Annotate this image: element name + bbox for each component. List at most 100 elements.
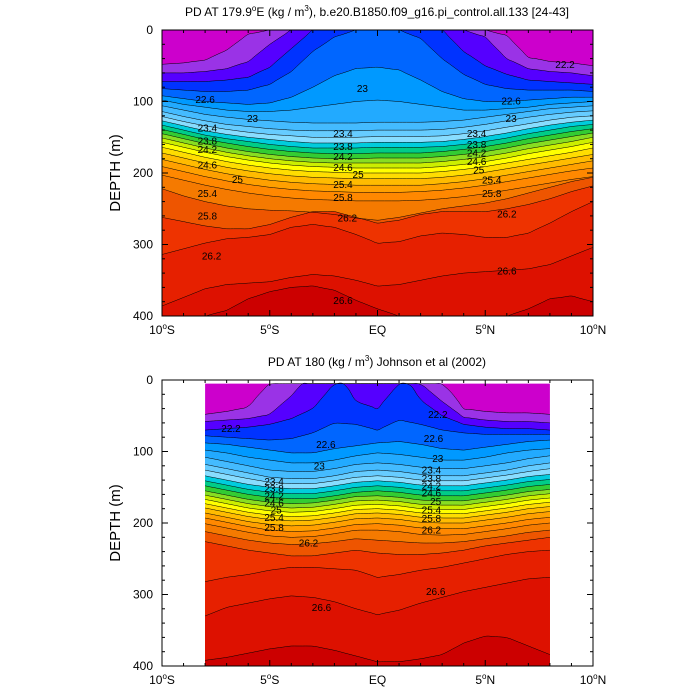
isopycnal-line-25.6 [162,166,593,193]
contour-label: 25.8 [422,514,442,525]
contour-label: 26.2 [497,209,517,220]
panel-top-plot-area [162,30,593,316]
isopycnal-line-26.2 [205,537,550,557]
isopycnal-line-26.2 [162,185,593,230]
contour-label: 23 [247,114,259,125]
y-tick-label: 300 [133,238,153,252]
contour-label: 24.6 [422,489,442,500]
isopycnal-line-24.6 [162,137,593,164]
y-tick-label: 400 [133,309,153,323]
contour-label: 22.2 [221,424,241,435]
contour-label: 23.8 [198,136,218,147]
isopycnal-line-25.4 [205,511,550,527]
isopycnal-line-23.2 [162,105,593,124]
contour-label: 25.8 [333,193,353,204]
isopycnal-line-24.8 [205,497,550,513]
contour-label: 25 [271,506,283,517]
contour-label: 25 [353,170,365,181]
panel-top-title: PD AT 179.9oE (kg / m3), b.e20.B1850.f09… [185,4,569,19]
contour-label: 23 [357,84,369,95]
isopycnal-line-26.8 [162,285,593,316]
panel-top-y-axis-label: DEPTH (m) [107,134,124,212]
panel-bottom-contour-labels: 22.222.622.222.6232323.423.824.224.62525… [221,410,448,614]
contour-label: 22.2 [555,60,575,71]
isopycnal-line-25.8 [205,522,550,538]
contour-label: 25.8 [482,189,502,200]
x-tick-label: 10oN [580,322,606,337]
isopycnal-line-23.4 [205,462,550,479]
contour-label: 22.6 [195,95,215,106]
panel-bottom-title: PD AT 180 (kg / m3) Johnson et al (2002) [268,354,486,369]
isopycnal-line-22 [162,30,593,67]
contour-label: 23.4 [333,129,353,140]
y-tick-label: 0 [146,373,153,387]
y-tick-label: 400 [133,659,153,673]
contour-label: 26.6 [312,603,332,614]
x-tick-label: 10oS [149,672,175,687]
contour-label: 23.4 [264,477,284,488]
isopycnal-line-22.6 [205,420,550,441]
isopycnal-line-25.4 [162,159,593,186]
isopycnal-line-24.4 [162,132,593,159]
x-tick-label: 10oN [580,672,606,687]
panel-bottom-axes: 10oS 5oS EQ 5oN 10oN 0 100 200 300 400 [133,373,606,687]
contour-label: 24.2 [198,145,218,156]
contour-label: 26.2 [299,539,319,550]
x-tick-label: EQ [369,673,386,687]
contour-label: 23.8 [333,142,353,153]
isopycnal-line-24.4 [205,489,550,504]
isopycnal-line-24.2 [205,484,550,499]
x-tick-label: 5oS [260,322,279,337]
contour-label: 23.4 [198,124,218,135]
isopycnal-line-22.2 [162,30,593,77]
contour-label: 24.6 [264,499,284,510]
isopycnal-line-23.6 [162,115,593,138]
isopycnal-line-24 [205,479,550,494]
x-tick-label: EQ [369,323,386,337]
y-tick-label: 300 [133,588,153,602]
contour-label: 23.8 [467,140,487,151]
contour-label: 23.8 [422,474,442,485]
y-tick-label: 200 [133,166,153,180]
contour-label: 24.6 [198,161,218,172]
contour-label: 23.4 [422,466,442,477]
isopycnal-line-23 [205,448,550,464]
contour-label: 24.2 [264,491,284,502]
panel-top-contour-lines [162,30,593,316]
y-tick-label: 100 [133,445,153,459]
x-tick-label: 5oN [475,672,495,687]
panel-bottom-y-axis-label: DEPTH (m) [107,484,124,562]
panel-top: PD AT 179.9oE (kg / m3), b.e20.B1850.f09… [107,4,606,337]
isopycnal-line-26.4 [162,201,593,255]
contour-label: 22.2 [428,410,448,421]
isopycnal-line-25.2 [162,152,593,179]
isopycnal-line-26.6 [162,247,593,307]
contour-label: 24.6 [467,157,487,168]
contour-label: 24.2 [422,481,442,492]
panel-bottom: PD AT 180 (kg / m3) Johnson et al (2002)… [107,354,606,687]
isopycnal-line-22.4 [205,382,550,431]
contour-label: 25.8 [198,211,218,222]
contour-label: 23.4 [467,129,487,140]
contour-label: 26.6 [426,587,446,598]
contour-label: 24.2 [333,152,353,163]
contour-label: 25.4 [333,180,353,191]
isopycnal-line-23.4 [162,110,593,132]
x-tick-label: 10oS [149,322,175,337]
y-tick-label: 0 [146,23,153,37]
contour-label: 23 [314,461,326,472]
contour-label: 26.6 [497,267,517,278]
isopycnal-line-22.8 [205,439,550,454]
isopycnal-line-24.8 [162,142,593,169]
panel-bottom-density-fills [205,382,550,666]
isopycnal-line-26 [162,177,593,221]
contour-label: 25 [473,166,485,177]
contour-label: 25.4 [422,506,442,517]
x-tick-label: 5oS [260,672,279,687]
isopycnal-line-23.8 [162,119,593,144]
isopycnal-line-22.8 [162,66,593,105]
panel-bottom-plot-area [205,382,550,666]
isopycnal-line-26.4 [205,549,550,582]
contour-label: 22.6 [424,434,444,445]
